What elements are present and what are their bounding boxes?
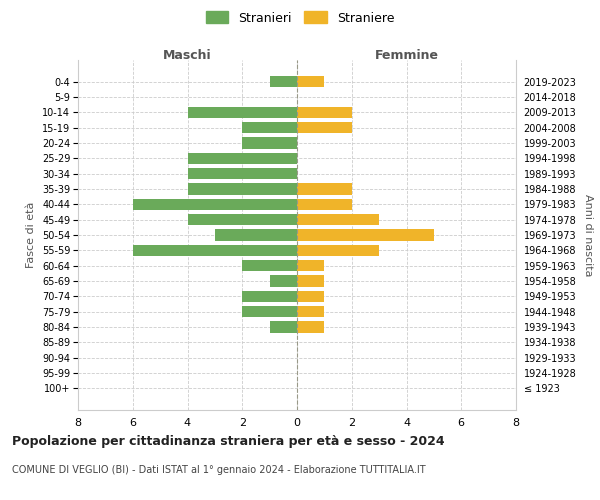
Text: Popolazione per cittadinanza straniera per età e sesso - 2024: Popolazione per cittadinanza straniera p…: [12, 435, 445, 448]
Bar: [297, 276, 325, 287]
Bar: [133, 198, 297, 210]
Text: COMUNE DI VEGLIO (BI) - Dati ISTAT al 1° gennaio 2024 - Elaborazione TUTTITALIA.: COMUNE DI VEGLIO (BI) - Dati ISTAT al 1°…: [12, 465, 425, 475]
Bar: [297, 306, 325, 318]
Text: Maschi: Maschi: [163, 48, 212, 62]
Bar: [297, 198, 352, 210]
Bar: [269, 322, 297, 333]
Bar: [133, 244, 297, 256]
Bar: [297, 229, 434, 241]
Bar: [297, 183, 352, 194]
Bar: [188, 168, 297, 179]
Text: Femmine: Femmine: [374, 48, 439, 62]
Legend: Stranieri, Straniere: Stranieri, Straniere: [201, 6, 399, 30]
Bar: [297, 106, 352, 118]
Bar: [242, 306, 297, 318]
Bar: [242, 137, 297, 148]
Bar: [215, 229, 297, 241]
Bar: [297, 76, 325, 88]
Bar: [188, 152, 297, 164]
Bar: [297, 214, 379, 226]
Y-axis label: Anni di nascita: Anni di nascita: [583, 194, 593, 276]
Bar: [188, 183, 297, 194]
Bar: [297, 260, 325, 272]
Bar: [242, 260, 297, 272]
Bar: [242, 122, 297, 134]
Bar: [297, 122, 352, 134]
Bar: [297, 290, 325, 302]
Bar: [297, 322, 325, 333]
Bar: [297, 244, 379, 256]
Y-axis label: Fasce di età: Fasce di età: [26, 202, 37, 268]
Bar: [269, 76, 297, 88]
Bar: [269, 276, 297, 287]
Bar: [188, 214, 297, 226]
Bar: [188, 106, 297, 118]
Bar: [242, 290, 297, 302]
